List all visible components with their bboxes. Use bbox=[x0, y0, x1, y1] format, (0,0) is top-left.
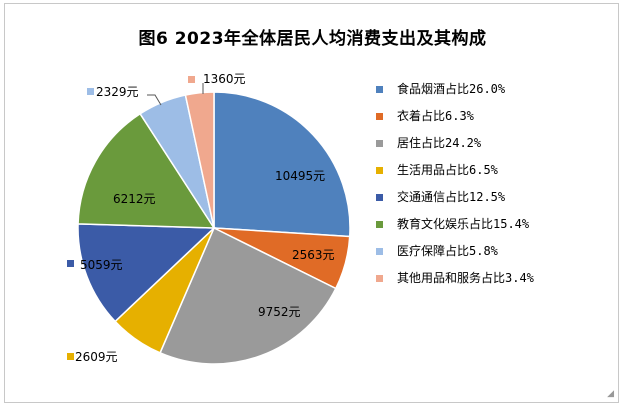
legend-item-4: 交通通信占比12.5% bbox=[373, 184, 534, 211]
legend-item-5: 教育文化娱乐占比15.4% bbox=[373, 211, 534, 238]
legend-label-6: 医疗保障占比5.8% bbox=[397, 244, 498, 258]
data-label-marker-4 bbox=[67, 260, 74, 267]
chart-title: 图6 2023年全体居民人均消费支出及其构成 bbox=[138, 29, 487, 49]
legend-label-0: 食品烟酒占比26.0% bbox=[397, 82, 506, 96]
legend-label-3: 生活用品占比6.5% bbox=[397, 163, 498, 177]
pie-slice-4 bbox=[77, 223, 216, 323]
legend-swatch-2 bbox=[376, 140, 383, 147]
data-label-1: 2563元 bbox=[292, 248, 335, 262]
legend-item-3: 生活用品占比6.5% bbox=[373, 157, 534, 184]
pie-slice-7 bbox=[184, 91, 215, 229]
data-label-marker-3 bbox=[67, 353, 74, 360]
legend-item-6: 医疗保障占比5.8% bbox=[373, 238, 534, 265]
legend-swatch-6 bbox=[376, 248, 383, 255]
legend-swatch-7 bbox=[376, 275, 383, 282]
legend-swatch-0 bbox=[376, 86, 383, 93]
data-label-4: 5059元 bbox=[80, 258, 123, 272]
data-label-3: 2609元 bbox=[75, 350, 118, 364]
data-label-2: 9752元 bbox=[258, 305, 301, 319]
data-label-5: 6212元 bbox=[113, 192, 156, 206]
legend-swatch-3 bbox=[376, 167, 383, 174]
pie-slice-0 bbox=[213, 91, 351, 238]
legend-item-7: 其他用品和服务占比3.4% bbox=[373, 265, 534, 292]
data-label-marker-6 bbox=[87, 88, 94, 95]
leader-line-6 bbox=[147, 94, 162, 106]
chart-legend: 食品烟酒占比26.0% 衣着占比6.3% 居住占比24.2% 生活用品占比6.5% 交通… bbox=[373, 76, 534, 292]
legend-swatch-1 bbox=[376, 113, 383, 120]
legend-item-0: 食品烟酒占比26.0% bbox=[373, 76, 534, 103]
legend-label-1: 衣着占比6.3% bbox=[397, 109, 474, 123]
legend-label-2: 居住占比24.2% bbox=[397, 136, 482, 150]
pie-slice-2 bbox=[159, 226, 337, 365]
data-label-0: 10495元 bbox=[275, 169, 325, 183]
legend-label-7: 其他用品和服务占比3.4% bbox=[397, 271, 534, 285]
legend-item-2: 居住占比24.2% bbox=[373, 130, 534, 157]
pie-slice-5 bbox=[77, 112, 216, 229]
data-label-6: 2329元 bbox=[96, 85, 139, 99]
legend-swatch-5 bbox=[376, 221, 383, 228]
resize-handle-icon: ◢ bbox=[607, 389, 614, 399]
legend-item-1: 衣着占比6.3% bbox=[373, 103, 534, 130]
legend-label-5: 教育文化娱乐占比15.4% bbox=[397, 217, 530, 231]
legend-label-4: 交通通信占比12.5% bbox=[397, 190, 506, 204]
chart-frame: 图6 2023年全体居民人均消费支出及其构成 10495元 2563元 9752元 2… bbox=[4, 3, 619, 403]
data-label-7: 1360元 bbox=[203, 72, 246, 86]
data-label-marker-7 bbox=[188, 76, 195, 83]
legend-swatch-4 bbox=[376, 194, 383, 201]
pie-chart: 10495元 2563元 9752元 2609元 5059元 6212元 2329元 1360… bbox=[67, 72, 351, 365]
